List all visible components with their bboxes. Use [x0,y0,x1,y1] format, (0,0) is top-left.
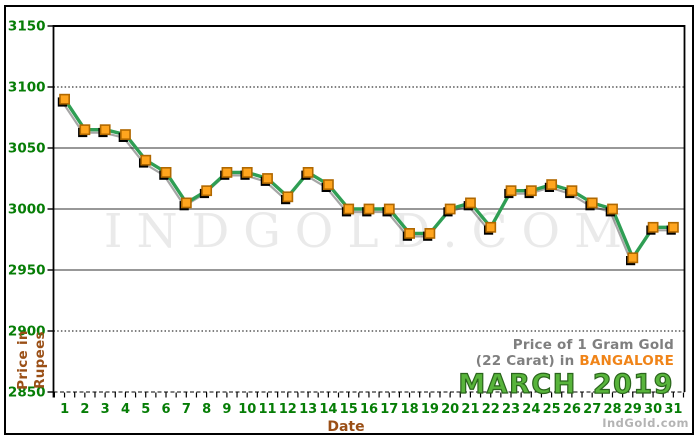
caption-month-year: MARCH 2019 [458,369,674,401]
data-point-marker [221,167,233,178]
x-tick-label: 1 [60,402,69,417]
x-tick-label: 16 [360,402,378,417]
x-tick-label: 3 [101,402,110,417]
x-tick-label: 7 [182,402,191,417]
y-axis-title-line1: Price in [15,330,31,390]
price-line-series [57,93,679,266]
data-point-marker [302,167,314,178]
y-tick-label: 2900 [8,324,46,340]
data-point-marker [180,197,192,209]
x-tick-label: 8 [202,402,211,417]
data-point-marker [120,129,131,140]
x-tick-label: 31 [664,402,682,417]
data-point-marker [444,203,456,215]
y-tick-label: 3050 [8,141,46,157]
data-point-marker [343,203,355,215]
data-point-marker [667,221,679,233]
x-tick-label: 27 [583,402,601,417]
x-tick-label: 12 [279,402,297,417]
data-point-marker [241,167,253,178]
data-point-marker [465,197,476,209]
x-tick-label: 22 [482,402,500,417]
x-axis-title: Date [327,419,365,435]
y-tick-label: 2950 [8,263,46,279]
x-tick-label: 10 [238,402,256,417]
y-tick-label: 3150 [8,19,46,35]
x-tick-label: 19 [421,402,439,417]
caption-month: MARCH [458,369,577,401]
caption-line1: Price of 1 Gram Gold [512,337,674,353]
caption-line2: (22 Carat) in BANGALORE [458,353,674,369]
data-point-marker [627,252,639,264]
x-tick-label: 2 [80,402,89,417]
x-tick-label: 23 [502,402,520,417]
data-point-marker [424,228,436,239]
caption-city: BANGALORE [579,353,674,370]
data-point-marker [201,185,213,197]
x-tick-label: 24 [522,402,540,417]
x-tick-label: 26 [563,402,581,417]
data-point-marker [566,185,578,197]
data-point-marker [485,221,497,233]
y-axis-title-line2: Rupees [31,331,48,389]
x-tick-label: 6 [162,402,171,417]
y-tick-label: 3100 [8,80,46,96]
data-point-marker [586,197,598,209]
y-axis-title: Price in Rupees [15,323,51,397]
data-point-marker [546,179,558,190]
chart-caption: Price of 1 Gram Gold (22 Carat) in BANGAL… [458,337,674,401]
data-point-marker [59,93,70,105]
x-tick-label: 18 [401,402,419,417]
x-tick-label: 20 [441,402,459,417]
x-tick-label: 9 [222,402,231,417]
x-tick-label: 15 [340,402,358,417]
data-point-marker [383,203,395,215]
x-tick-label: 25 [543,402,561,417]
caption-carat: (22 Carat) in [475,353,575,370]
y-tick-label: 3000 [8,202,46,218]
x-tick-label: 11 [258,402,276,417]
data-point-marker [323,179,334,190]
x-tick-label: 5 [141,402,150,417]
x-tick-label: 28 [603,402,621,417]
data-point-marker [79,124,91,136]
data-point-marker [140,154,152,166]
x-tick-label: 14 [319,402,337,417]
data-point-marker [99,124,111,136]
price-line-shadow [61,101,672,262]
data-point-marker [282,191,294,203]
data-point-marker [525,185,537,197]
outer-border [4,5,694,435]
x-tick-label: 17 [380,402,398,417]
x-tick-label: 21 [461,402,479,417]
y-tick-label: 2850 [8,385,46,401]
gridlines-layer [53,25,685,393]
data-point-marker [363,203,375,215]
data-point-marker [262,173,273,184]
data-point-marker [404,228,415,239]
data-point-marker [160,167,172,178]
indgold-credit: IndGold.com [602,416,689,430]
data-point-marker [647,221,659,233]
price-line [62,97,676,260]
caption-year: 2019 [592,369,674,401]
data-point-marker [607,203,618,215]
x-tick-label: 4 [121,402,130,417]
x-tick-label: 30 [644,402,662,417]
x-tick-label: 13 [299,402,317,417]
data-point-marker [505,185,517,197]
x-tick-label: 29 [624,402,642,417]
